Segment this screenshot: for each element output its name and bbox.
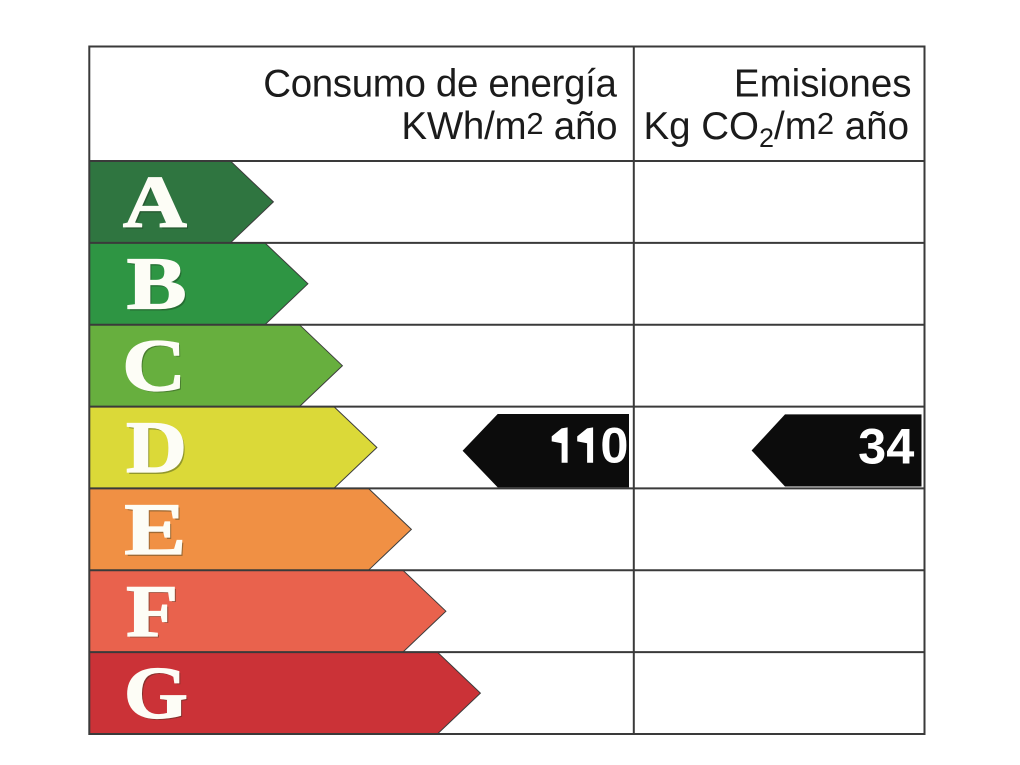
- svg-text:34: 34: [858, 418, 914, 475]
- svg-text:D: D: [126, 407, 187, 489]
- svg-text:A: A: [125, 163, 189, 245]
- svg-text:D: D: [128, 409, 189, 491]
- svg-text:G: G: [124, 653, 188, 735]
- svg-text:KWh/m2 año: KWh/m2 año: [401, 105, 617, 148]
- svg-text:0: 0: [600, 417, 628, 474]
- svg-text:Emisiones: Emisiones: [734, 63, 912, 106]
- svg-text:G: G: [126, 655, 190, 737]
- svg-text:F: F: [128, 573, 180, 655]
- svg-text:C: C: [122, 325, 186, 407]
- svg-text:Kg CO2/m2 año: Kg CO2/m2 año: [643, 105, 909, 153]
- svg-text:B: B: [129, 245, 189, 327]
- svg-text:Consumo de energía: Consumo de energía: [263, 63, 617, 106]
- svg-text:B: B: [127, 244, 187, 326]
- svg-text:F: F: [126, 571, 178, 653]
- svg-text:E: E: [126, 491, 188, 573]
- svg-text:C: C: [124, 327, 188, 409]
- svg-text:E: E: [124, 489, 186, 571]
- svg-text:A: A: [123, 162, 187, 244]
